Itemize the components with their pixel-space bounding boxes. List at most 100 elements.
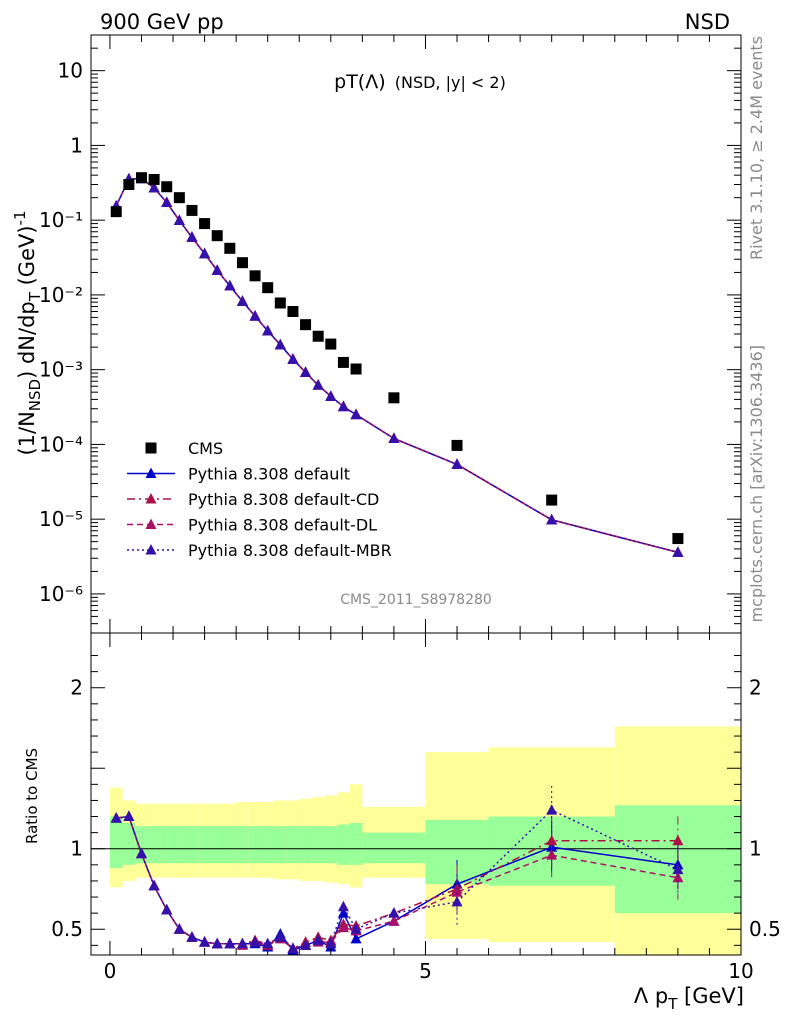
- header-right: NSD: [685, 10, 730, 34]
- main-point: [350, 408, 362, 420]
- ratio-series-3: [110, 785, 684, 954]
- ratio-point: [274, 931, 286, 942]
- main-point: [672, 546, 684, 557]
- main-point: [312, 379, 324, 390]
- ratio-point: [236, 937, 248, 949]
- main-point: [110, 206, 122, 218]
- main-point: [451, 458, 463, 469]
- ratio-y-tick-label-right: 2: [749, 676, 762, 700]
- ratio-point: [672, 834, 684, 846]
- ratio-point: [546, 834, 558, 846]
- ratio-point: [135, 847, 147, 859]
- main-point: [199, 247, 211, 259]
- legend-entry: CMS: [145, 439, 223, 458]
- ratio-point: [451, 886, 463, 897]
- plot-title-main: pT(Λ): [334, 71, 386, 93]
- legend-marker: [145, 493, 157, 504]
- main-y-tick-label: 1: [70, 133, 83, 157]
- main-y-label: (1/NNSD) dN/dpT (GeV)-1: [11, 210, 44, 455]
- band-inner: [109, 816, 123, 869]
- main-point: [249, 270, 261, 282]
- main-point: [161, 181, 173, 193]
- ratio-point: [325, 937, 337, 949]
- legend-entry: Pythia 8.308 default-MBR: [127, 541, 392, 560]
- ratio-point: [110, 812, 122, 823]
- legend-label: Pythia 8.308 default-MBR: [188, 541, 392, 560]
- band-inner: [236, 826, 249, 864]
- main-point: [148, 173, 160, 185]
- main-point: [186, 204, 198, 216]
- legend-label: Pythia 8.308 default-CD: [188, 490, 379, 509]
- legend-label: Pythia 8.308 default: [188, 465, 350, 484]
- mcplots-label: mcplots.cern.ch [arXiv:1306.3436]: [747, 345, 766, 622]
- ratio-series-line: [116, 815, 679, 950]
- main-point: [300, 366, 312, 377]
- x-tick-label: 10: [728, 959, 753, 983]
- main-series-0: [110, 172, 684, 545]
- main-point: [274, 297, 286, 309]
- ratio-point: [287, 942, 299, 954]
- ratio-point: [546, 804, 558, 815]
- ratio-point: [388, 915, 400, 926]
- legend-label: CMS: [188, 439, 223, 458]
- ratio-series-line: [116, 809, 679, 950]
- main-y-tick-label: 10⁻²: [39, 283, 83, 307]
- main-panel: 10 1 10⁻¹ 10⁻² 10⁻³ 10⁻⁴ 10⁻⁵ 10⁻⁶ pT(Λ) (NSD, …: [11, 34, 742, 634]
- ratio-point: [451, 895, 463, 907]
- header-left: 900 GeV pp: [100, 10, 224, 34]
- ratio-point: [337, 900, 349, 912]
- band-inner: [223, 826, 237, 864]
- main-point: [123, 179, 135, 190]
- ratio-frame: [90, 632, 742, 956]
- main-point: [546, 494, 558, 506]
- legend-marker: [145, 544, 157, 555]
- main-y-tick-label: 10⁻³: [39, 358, 83, 382]
- ratio-point: [186, 931, 198, 942]
- band-inner: [147, 826, 161, 864]
- ratio-point: [337, 907, 349, 918]
- ratio-y-tick-label: 2: [70, 676, 83, 700]
- band-inner: [311, 826, 325, 864]
- x-tick-label: 5: [419, 959, 432, 983]
- ratio-point: [350, 923, 362, 934]
- watermark: CMS_2011_S8978280: [340, 592, 492, 608]
- main-point: [337, 400, 349, 412]
- ratio-point: [312, 934, 324, 946]
- main-point: [249, 310, 261, 321]
- legend-label: Pythia 8.308 default-DL: [188, 516, 377, 535]
- band-inner: [337, 824, 350, 865]
- main-point: [262, 282, 274, 294]
- ratio-point: [262, 937, 274, 949]
- ratio-point: [148, 879, 160, 891]
- main-point: [325, 338, 337, 350]
- band-inner: [362, 832, 426, 864]
- ratio-point: [388, 907, 400, 918]
- main-point: [287, 353, 299, 364]
- legend-marker: [145, 518, 157, 529]
- legend-marker: [145, 467, 157, 478]
- legend-entry: Pythia 8.308 default-CD: [127, 490, 379, 509]
- plot-title-suffix: (NSD, |y| < 2): [395, 73, 506, 92]
- main-point: [173, 214, 185, 225]
- main-point: [325, 390, 337, 401]
- main-point: [173, 192, 185, 204]
- main-point: [236, 295, 248, 306]
- main-point: [451, 439, 463, 451]
- ratio-point: [350, 932, 362, 944]
- main-point: [186, 231, 198, 242]
- main-y-tick-label: 10⁻¹: [39, 208, 83, 232]
- legend-entry: Pythia 8.308 default: [127, 465, 350, 484]
- main-point: [546, 513, 558, 525]
- band-inner: [160, 826, 174, 864]
- main-point: [224, 242, 236, 254]
- legend: CMS Pythia 8.308 default Pythia 8.308 defa…: [127, 439, 392, 560]
- legend-entry: Pythia 8.308 default-DL: [127, 516, 377, 535]
- ratio-y-tick-label: 1: [70, 837, 83, 861]
- main-point: [287, 305, 299, 317]
- x-tick-label: 0: [104, 959, 117, 983]
- ratio-point: [300, 939, 312, 950]
- main-series-line: [115, 177, 679, 554]
- main-point: [388, 432, 400, 443]
- rivet-label: Rivet 3.1.10, ≥ 2.4M events: [747, 36, 766, 260]
- main-point: [211, 264, 223, 275]
